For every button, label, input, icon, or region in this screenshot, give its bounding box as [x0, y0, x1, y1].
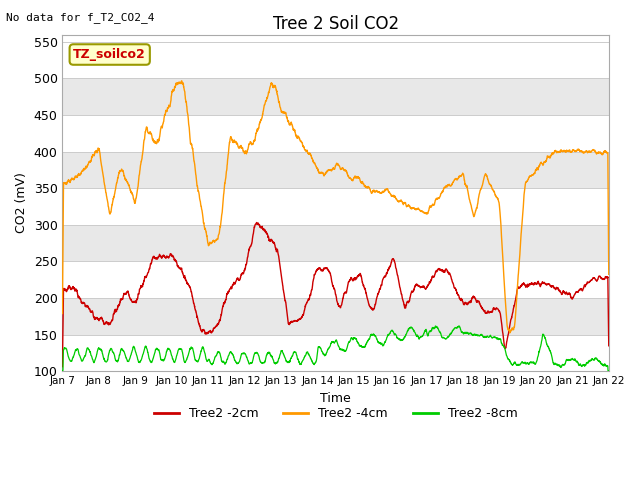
Bar: [63, 42, 609, 78]
Y-axis label: CO2 (mV): CO2 (mV): [15, 172, 28, 233]
Tree2 -8cm: [536, 348, 543, 354]
Line: Tree2 -8cm: Tree2 -8cm: [63, 326, 609, 371]
Bar: [63, 152, 609, 188]
Title: Tree 2 Soil CO2: Tree 2 Soil CO2: [273, 15, 399, 33]
Bar: [63, 262, 609, 298]
Bar: [63, 225, 609, 262]
Tree2 -4cm: [595, 149, 602, 155]
Tree2 -8cm: [268, 353, 276, 359]
Tree2 -2cm: [595, 276, 602, 281]
Tree2 -4cm: [536, 162, 543, 168]
Tree2 -2cm: [605, 343, 612, 348]
Text: No data for f_T2_CO2_4: No data for f_T2_CO2_4: [6, 12, 155, 23]
Tree2 -4cm: [268, 81, 276, 87]
Legend: Tree2 -2cm, Tree2 -4cm, Tree2 -8cm: Tree2 -2cm, Tree2 -4cm, Tree2 -8cm: [148, 402, 523, 425]
Bar: [63, 335, 609, 371]
Tree2 -8cm: [455, 323, 463, 329]
Tree2 -4cm: [605, 271, 612, 277]
X-axis label: Time: Time: [320, 392, 351, 405]
Bar: [63, 298, 609, 335]
Tree2 -2cm: [268, 238, 276, 244]
Tree2 -8cm: [59, 368, 67, 374]
Line: Tree2 -4cm: Tree2 -4cm: [63, 81, 609, 333]
Tree2 -4cm: [121, 174, 129, 180]
Tree2 -8cm: [292, 349, 300, 355]
Tree2 -2cm: [59, 364, 67, 370]
Bar: [63, 115, 609, 152]
Tree2 -4cm: [292, 133, 300, 139]
Tree2 -8cm: [121, 351, 129, 357]
Tree2 -4cm: [154, 139, 161, 144]
Bar: [63, 78, 609, 115]
Tree2 -4cm: [178, 78, 186, 84]
Tree2 -2cm: [253, 220, 260, 226]
Tree2 -8cm: [605, 368, 612, 374]
Bar: [63, 188, 609, 225]
Tree2 -8cm: [595, 358, 602, 363]
Tree2 -8cm: [154, 346, 161, 352]
Tree2 -2cm: [292, 318, 300, 324]
Tree2 -2cm: [154, 256, 161, 262]
Line: Tree2 -2cm: Tree2 -2cm: [63, 223, 609, 367]
Tree2 -4cm: [59, 311, 67, 316]
Tree2 -4cm: [506, 330, 514, 336]
Text: TZ_soilco2: TZ_soilco2: [74, 48, 146, 61]
Tree2 -2cm: [121, 291, 129, 297]
Tree2 -2cm: [536, 281, 543, 287]
